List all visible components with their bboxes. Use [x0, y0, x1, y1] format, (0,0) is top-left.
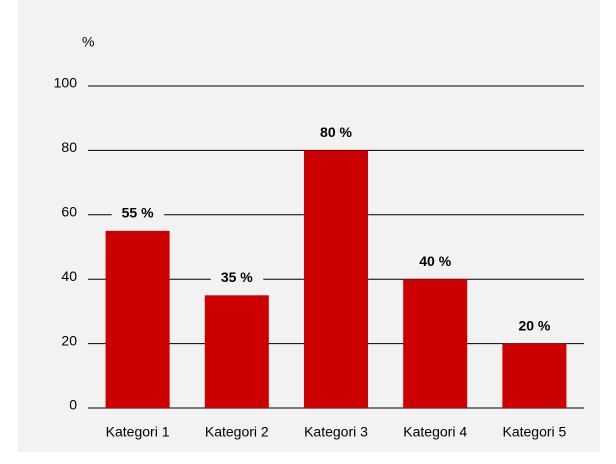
- y-axis-label: %: [82, 34, 94, 50]
- bar: [304, 150, 368, 408]
- x-tick-label: Kategori 3: [304, 424, 368, 440]
- value-label-bg: [111, 204, 165, 223]
- value-label-bg: [409, 253, 462, 272]
- y-tick-label: 20: [61, 332, 77, 348]
- value-label: 40 %: [419, 253, 451, 269]
- bar: [204, 295, 269, 408]
- x-tick-label: Kategori 5: [502, 424, 566, 440]
- x-tick-label: Kategori 4: [403, 424, 467, 440]
- y-tick-label: 80: [61, 139, 77, 155]
- y-tick-label: 40: [61, 268, 77, 284]
- bar: [105, 230, 170, 408]
- value-label: 35 %: [221, 269, 253, 285]
- y-tick-label: 60: [61, 204, 77, 220]
- value-label-bg: [310, 124, 363, 143]
- value-label: 80 %: [320, 124, 352, 140]
- x-tick-label: Kategori 2: [205, 424, 269, 440]
- value-label-bg: [508, 317, 561, 336]
- y-tick-label: 100: [54, 75, 78, 91]
- value-label: 20 %: [518, 317, 550, 333]
- x-tick-label: Kategori 1: [106, 424, 170, 440]
- bar: [502, 343, 567, 408]
- value-label-bg: [210, 269, 264, 288]
- y-tick-label: 0: [69, 397, 77, 413]
- value-label: 55 %: [122, 205, 154, 221]
- bar: [403, 279, 468, 408]
